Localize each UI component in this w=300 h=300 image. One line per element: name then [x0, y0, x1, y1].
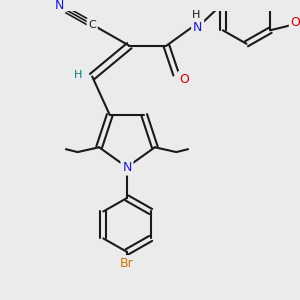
Text: O: O	[179, 73, 189, 86]
Text: C: C	[88, 20, 96, 29]
Text: Br: Br	[120, 257, 134, 270]
Text: O: O	[291, 16, 300, 29]
Text: N: N	[193, 21, 202, 34]
Text: N: N	[54, 0, 64, 12]
Text: H: H	[74, 70, 83, 80]
Text: N: N	[122, 161, 132, 174]
Text: H: H	[191, 10, 200, 20]
